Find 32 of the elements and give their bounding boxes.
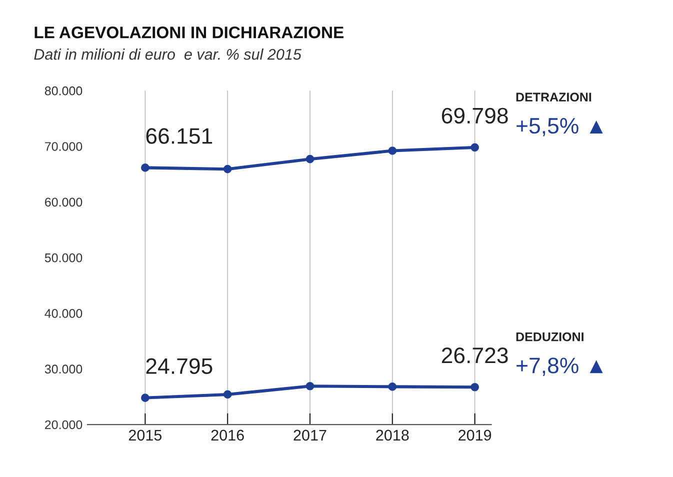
x-tick-label: 2018 <box>376 430 409 441</box>
x-tick-label: 2016 <box>211 430 244 441</box>
data-label: 66.151 <box>146 128 212 144</box>
y-tick-label: 70.000 <box>45 142 82 151</box>
point <box>470 143 479 152</box>
y-tick-label: 50.000 <box>44 253 82 262</box>
text: +5,5% ▲ <box>516 118 603 136</box>
y-tick-label: 40.000 <box>44 309 82 318</box>
point <box>306 382 314 390</box>
x-tick-label: 2019 <box>458 430 492 441</box>
point <box>223 164 232 174</box>
y-tick-label: 60.000 <box>45 198 82 207</box>
point <box>223 390 232 399</box>
point <box>141 394 150 402</box>
data-label: 69.798 <box>442 108 508 124</box>
y-tick-label: 30.000 <box>44 364 82 374</box>
y-tick-label: 80.000 <box>44 86 82 96</box>
chart-title: LE AGEVOLAZIONI IN DICHIARAZIONE <box>34 26 344 38</box>
data-label: 26.723 <box>442 348 508 364</box>
text: DETRAZIONI <box>516 92 592 102</box>
x-tick-label: 2015 <box>128 430 162 441</box>
data-label: 24.795 <box>146 358 212 374</box>
y-tick-label: 20.000 <box>45 420 82 430</box>
point <box>306 154 314 164</box>
text: DEDUZIONI <box>516 332 584 342</box>
x-tick-label: 2017 <box>294 430 326 441</box>
text: +7,8% ▲ <box>516 358 603 376</box>
chart-subtitle: Dati in milioni di euro e var. % sul 2015 <box>34 48 302 60</box>
point <box>141 164 150 172</box>
point <box>388 146 397 155</box>
point <box>470 382 479 392</box>
point <box>388 382 397 391</box>
